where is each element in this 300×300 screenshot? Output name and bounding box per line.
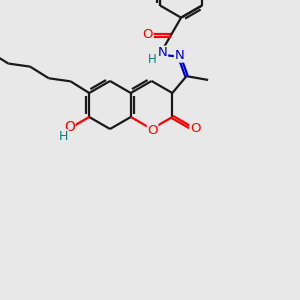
Text: O: O [64, 120, 75, 134]
Text: N: N [158, 46, 167, 59]
Text: O: O [142, 28, 153, 41]
Text: O: O [147, 124, 158, 136]
Text: O: O [190, 122, 200, 135]
Text: H: H [59, 130, 68, 143]
Text: N: N [175, 49, 184, 62]
Text: H: H [148, 53, 157, 66]
